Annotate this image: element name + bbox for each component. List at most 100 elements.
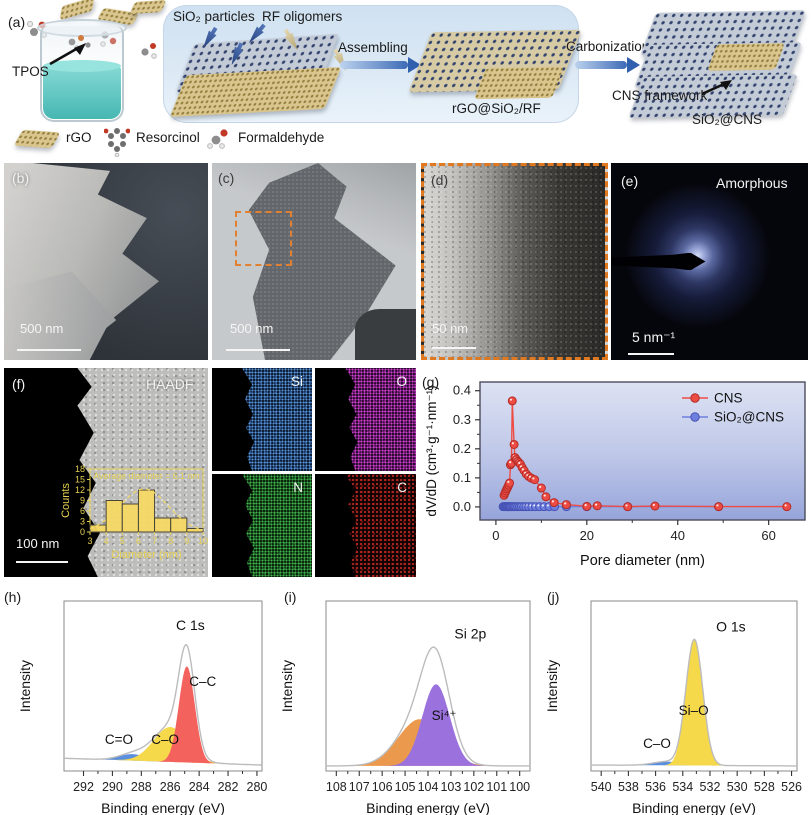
eds-c-label: C (397, 480, 407, 495)
svg-text:8: 8 (168, 536, 173, 546)
svg-text:Intensity: Intensity (280, 660, 295, 712)
svg-text:0.2: 0.2 (453, 441, 471, 456)
tpos-label: TPOS (12, 64, 49, 79)
panel-d-scalebar-label: 50 nm (432, 321, 469, 336)
svg-text:12: 12 (75, 485, 85, 495)
svg-text:15: 15 (75, 475, 85, 485)
panel-c-scalebar-label: 500 nm (230, 321, 274, 336)
rgo-legend-icon (13, 129, 61, 149)
svg-text:Binding energy (eV): Binding energy (eV) (101, 800, 225, 815)
svg-text:0: 0 (80, 527, 85, 537)
rgo-sio2-rf-label: rGO@SiO₂/RF (452, 101, 541, 116)
rgo-legend-label: rGO (66, 130, 92, 145)
panel-j-xps-o1s: (j) 540 538 536 534 532 530 528 526 Binding ener… (544, 585, 811, 815)
haadf-annotation: HAADF (146, 376, 194, 392)
svg-text:18: 18 (75, 464, 85, 474)
cns-framework-label: CNS framework (612, 88, 708, 103)
eds-o-label: O (396, 374, 407, 389)
amorphous-annotation: Amorphous (716, 175, 788, 191)
eds-si-label: Si (290, 374, 303, 389)
svg-text:40: 40 (670, 528, 684, 543)
svg-text:Si⁴⁺: Si⁴⁺ (432, 708, 457, 723)
svg-text:288: 288 (131, 780, 152, 794)
svg-text:540: 540 (591, 780, 612, 794)
eds-map-o: O (315, 368, 416, 471)
svg-text:286: 286 (160, 780, 181, 794)
panel-h-label: (h) (4, 589, 22, 605)
teal-solution (43, 60, 121, 119)
svg-text:Intensity: Intensity (545, 660, 560, 712)
panel-g-pore-chart: (g) 0 20 40 60 0.0 0.1 0.2 0.3 0.4 CNS SiO₂@CNS Por… (420, 368, 811, 577)
svg-text:536: 536 (645, 780, 666, 794)
panel-c-scalebar (226, 349, 290, 351)
panel-i-xps-si2p: (i) 108 107 106 105 104 103 102 101 100 Binding e… (279, 585, 542, 815)
assembling-label: Assembling (338, 40, 408, 55)
svg-text:284: 284 (189, 780, 210, 794)
eds-map-c: C (315, 474, 416, 577)
svg-text:0.4: 0.4 (453, 383, 471, 398)
svg-text:5: 5 (120, 536, 125, 546)
svg-text:60: 60 (761, 528, 775, 543)
svg-text:0.3: 0.3 (453, 412, 471, 427)
svg-text:C–O: C–O (643, 736, 671, 751)
svg-text:6: 6 (136, 536, 141, 546)
panel-e-saed-image: (e) Amorphous 5 nm⁻¹ (611, 163, 808, 360)
panel-a-label: (a) (8, 14, 26, 30)
xps-c1s-chart: 292 290 288 286 284 282 280 Binding energy (eV)… (0, 585, 278, 815)
svg-text:528: 528 (754, 780, 775, 794)
svg-text:530: 530 (727, 780, 748, 794)
eds-map-grid: Si O N C (212, 368, 416, 577)
sio2-cns-label: SiO₂@CNS (692, 112, 762, 127)
panel-j-label: (j) (547, 589, 560, 605)
svg-text:C 1s: C 1s (176, 617, 205, 633)
panel-f-haadf-image: (f) HAADF 100 nm 0 3 6 9 12 15 18 3 4 5 6 7 8 9 10 Aver… (4, 368, 208, 577)
panel-e-label: (e) (621, 173, 639, 189)
svg-text:C=O: C=O (105, 732, 133, 747)
panel-f-scalebar (16, 561, 68, 563)
svg-text:106: 106 (372, 780, 393, 794)
panel-h-xps-c1s: (h) 292 290 288 286 284 282 280 Binding energy … (0, 585, 278, 815)
svg-text:282: 282 (218, 780, 239, 794)
panel-f-label: (f) (12, 376, 26, 392)
panel-i-label: (i) (284, 589, 297, 605)
svg-text:Binding energy (eV): Binding energy (eV) (632, 800, 756, 815)
svg-text:Average diameter = 6.1 nm: Average diameter = 6.1 nm (93, 471, 199, 481)
panel-d-hrtem-image: (d) 50 nm (421, 163, 608, 360)
carbonization-arrow-icon (575, 61, 627, 69)
eds-map-n: N (212, 474, 312, 577)
svg-text:Diameter (nm): Diameter (nm) (111, 549, 181, 561)
cns-framework-arrow-icon (701, 80, 732, 96)
svg-text:C–O: C–O (151, 732, 179, 747)
tpos-arrow-icon (49, 43, 86, 66)
eds-n-label: N (293, 480, 303, 495)
svg-text:9: 9 (80, 496, 85, 506)
svg-text:108: 108 (326, 780, 347, 794)
xps-si2p-chart: 108 107 106 105 104 103 102 101 100 Binding energ… (279, 585, 542, 815)
svg-text:Si 2p: Si 2p (454, 625, 486, 641)
panel-f-scalebar-label: 100 nm (16, 536, 60, 551)
assembling-arrow-icon (340, 61, 408, 69)
molecule-icon (141, 43, 157, 59)
panel-b-label: (b) (12, 170, 30, 186)
svg-text:290: 290 (102, 780, 123, 794)
svg-text:534: 534 (672, 780, 693, 794)
panel-c-tem-image: (c) 500 nm (212, 163, 416, 360)
svg-text:105: 105 (395, 780, 416, 794)
svg-text:Counts: Counts (60, 483, 72, 518)
panel-c-label: (c) (218, 170, 235, 186)
panel-e-scalebar (628, 353, 674, 355)
svg-text:SiO₂@CNS: SiO₂@CNS (714, 410, 784, 425)
panel-a-schematic: (a) TPOS SiO₂ particles (0, 0, 811, 161)
carbonization-label: Carbonization (566, 39, 650, 54)
svg-text:0: 0 (492, 528, 499, 543)
rgo-corner-patch-icon (473, 66, 565, 100)
svg-text:6: 6 (80, 506, 85, 516)
svg-text:O 1s: O 1s (716, 619, 746, 635)
pore-size-distribution-chart: 0 20 40 60 0.0 0.1 0.2 0.3 0.4 CNS SiO₂@CNS Pore di… (420, 368, 811, 577)
xps-o1s-chart: 540 538 536 534 532 530 528 526 Binding energy (… (544, 585, 811, 815)
panel-b-scalebar-label: 500 nm (20, 321, 64, 336)
svg-text:0.1: 0.1 (453, 470, 471, 485)
formaldehyde-legend-label: Formaldehyde (238, 130, 325, 145)
panel-d-scalebar (432, 347, 476, 349)
